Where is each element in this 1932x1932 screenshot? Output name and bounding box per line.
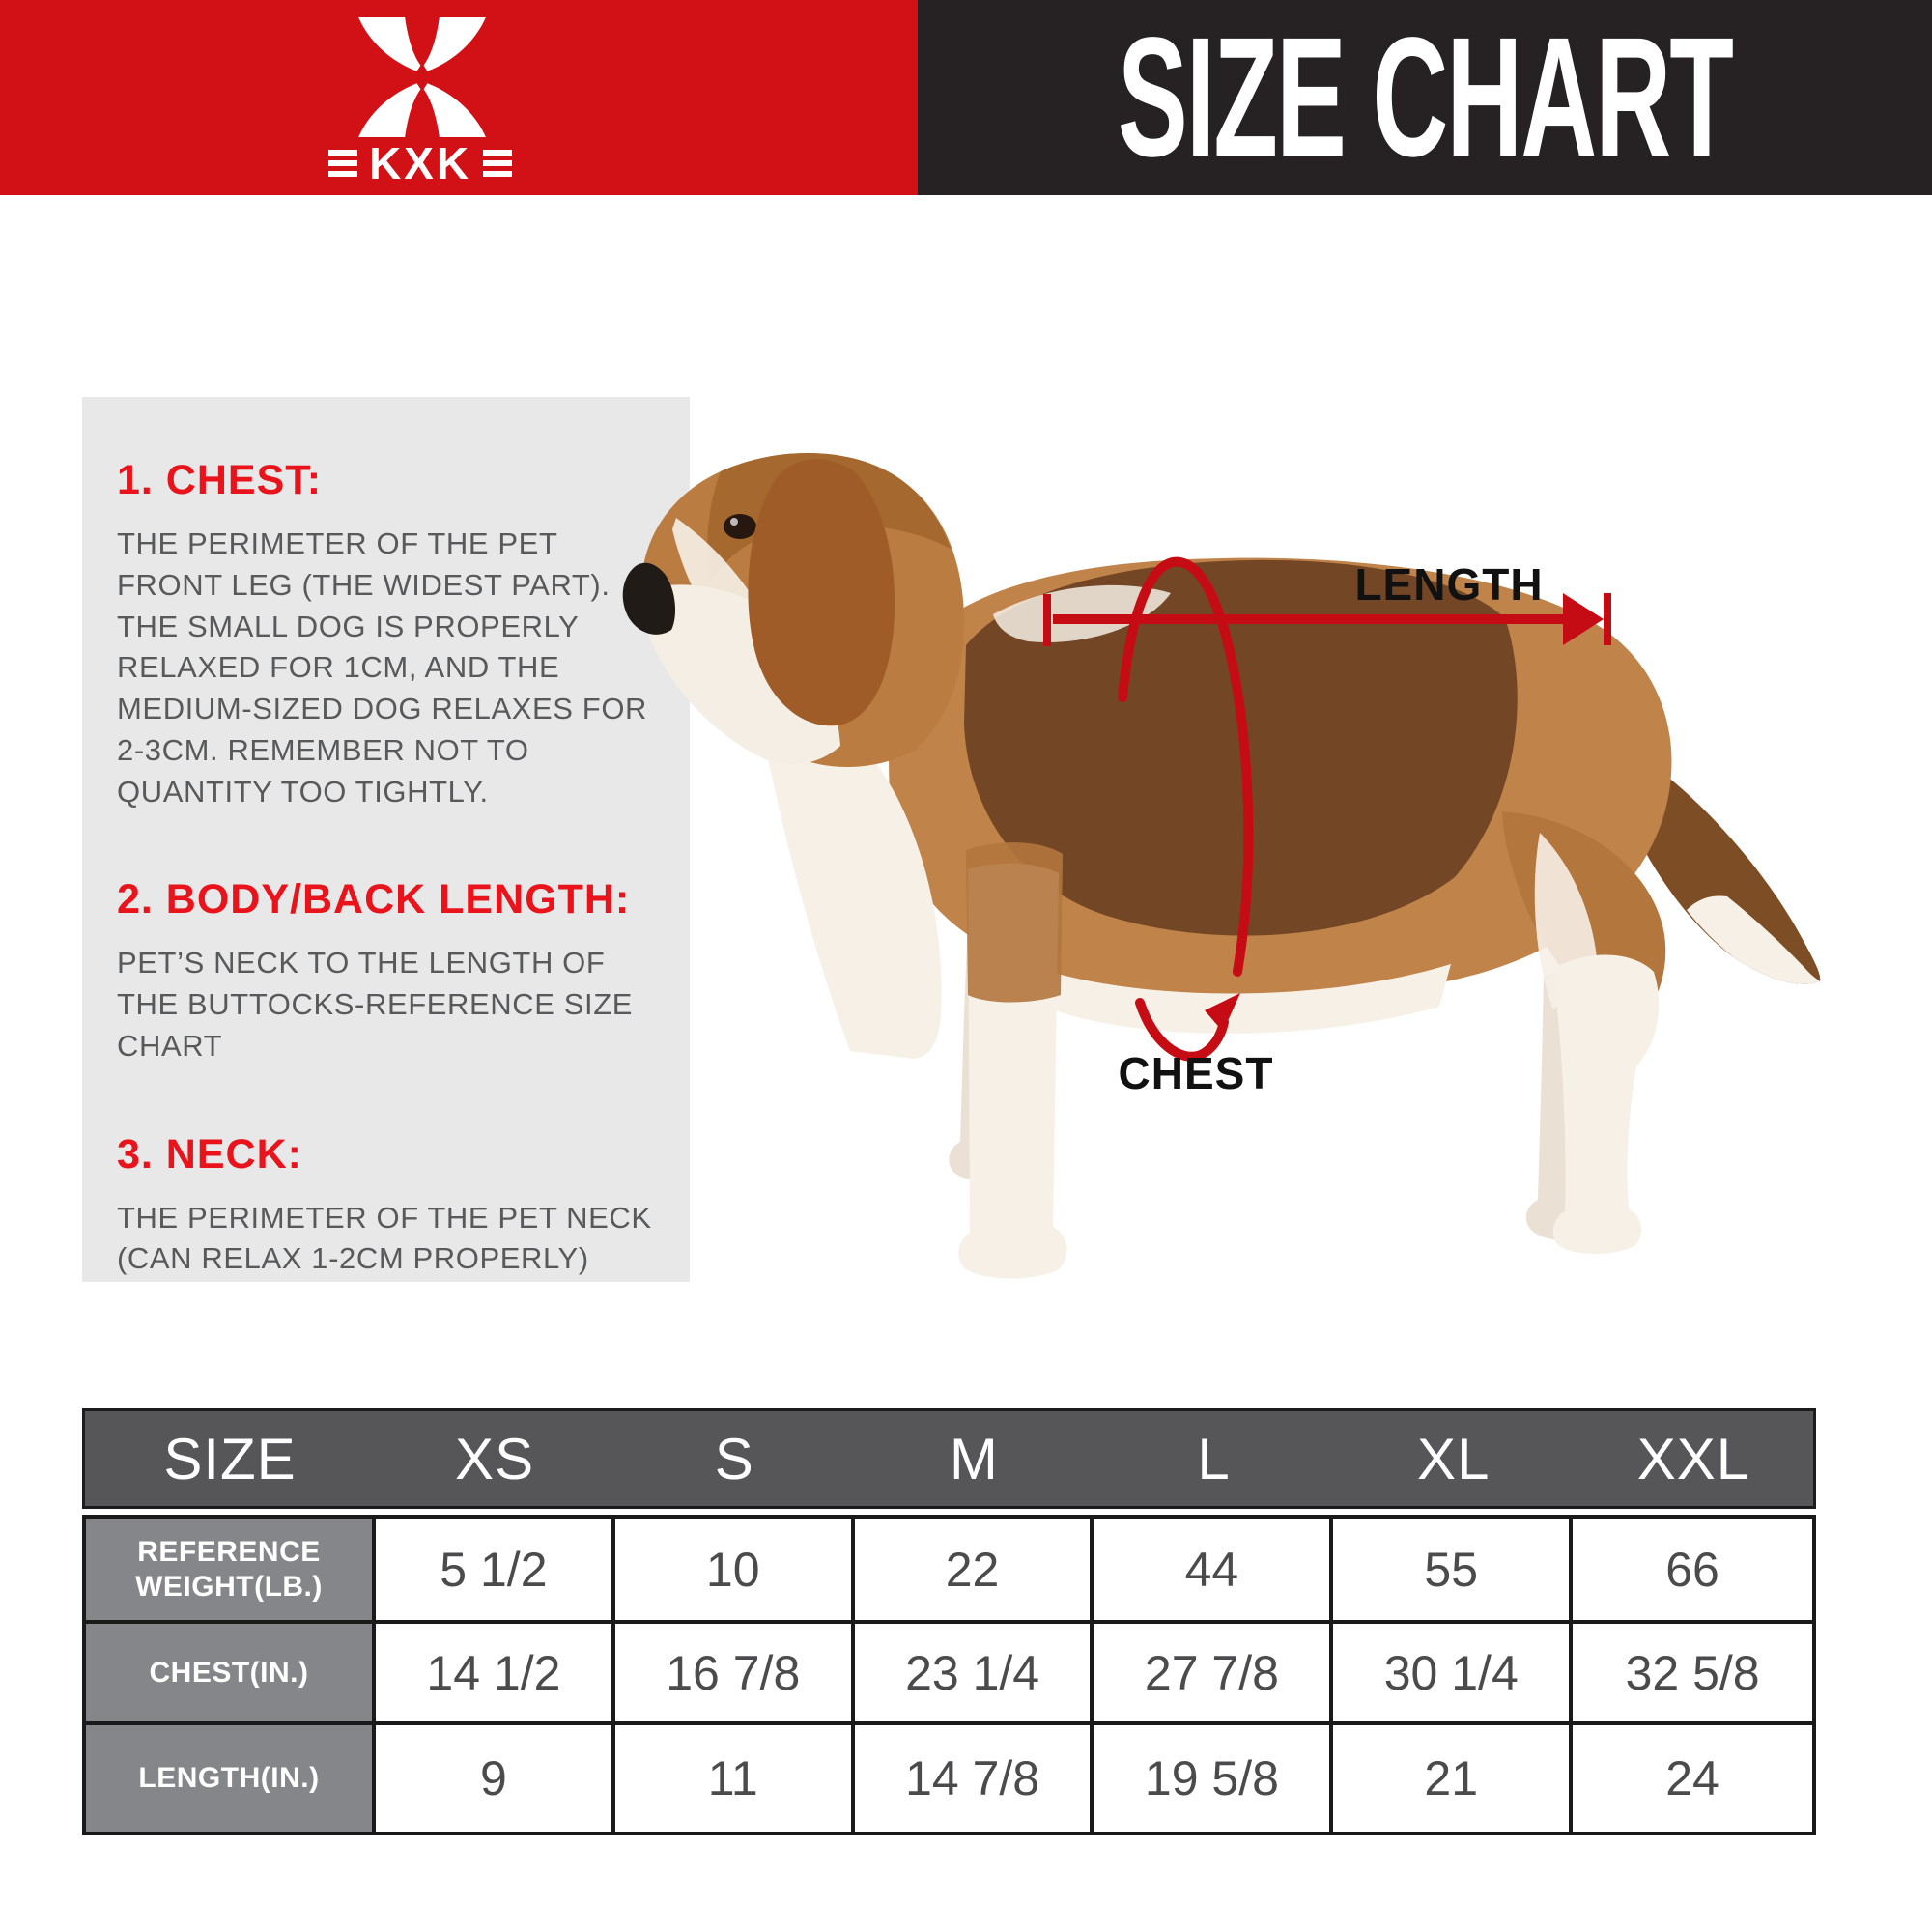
cell-length-xs: 9 bbox=[376, 1725, 615, 1832]
dog-rear-leg bbox=[1552, 954, 1660, 1255]
cell-chest-xxl: 32 5/8 bbox=[1573, 1624, 1812, 1725]
dog-front-leg bbox=[958, 842, 1067, 1279]
brand-name: KXK bbox=[368, 138, 472, 188]
column-header-xs: XS bbox=[455, 1426, 535, 1492]
dog-illustration bbox=[622, 453, 1821, 1279]
length-label: LENGTH bbox=[1354, 559, 1544, 610]
measuring-instructions-panel: 1. CHEST: THE PERIMETER OF THE PET FRONT… bbox=[82, 397, 690, 1282]
cell-chest-l: 27 7/8 bbox=[1094, 1624, 1334, 1725]
size-table-body: REFERENCE WEIGHT(LB.) 5 1/2 10 22 44 55 … bbox=[82, 1515, 1816, 1835]
cell-chest-m: 23 1/4 bbox=[854, 1624, 1094, 1725]
column-header-xl: XL bbox=[1417, 1426, 1491, 1492]
triple-bar-icon bbox=[483, 150, 513, 177]
dog-ear bbox=[748, 459, 895, 726]
section-body: THE PERIMETER OF THE PET NECK (CAN RELAX… bbox=[117, 1200, 652, 1276]
cell-weight-l: 44 bbox=[1094, 1519, 1334, 1624]
section-body: PET’S NECK TO THE LENGTH OF THE BUTTOCKS… bbox=[117, 946, 634, 1063]
title-band: SIZE CHART bbox=[918, 0, 1932, 195]
kxk-x-logo-icon bbox=[358, 17, 486, 137]
cell-length-l: 19 5/8 bbox=[1094, 1725, 1334, 1832]
dog-withers-patch bbox=[993, 584, 1171, 642]
instruction-section-neck: 3. NECK: THE PERIMETER OF THE PET NECK (… bbox=[117, 1131, 657, 1281]
cell-weight-s: 10 bbox=[614, 1519, 855, 1624]
instruction-section-body-length: 2. BODY/BACK LENGTH: PET’S NECK TO THE L… bbox=[117, 876, 657, 1066]
cell-length-xl: 21 bbox=[1333, 1725, 1574, 1832]
column-header-size: SIZE bbox=[163, 1426, 297, 1492]
dog-nose bbox=[622, 562, 676, 635]
column-header-m: M bbox=[949, 1426, 999, 1492]
dog-eye bbox=[724, 514, 756, 539]
cell-chest-xl: 30 1/4 bbox=[1333, 1624, 1574, 1725]
chest-label: CHEST bbox=[1118, 1048, 1274, 1098]
cell-length-m: 14 7/8 bbox=[855, 1725, 1094, 1832]
column-header-s: S bbox=[714, 1426, 754, 1492]
cell-chest-xs: 14 1/2 bbox=[376, 1624, 615, 1725]
instruction-section-chest: 1. CHEST: THE PERIMETER OF THE PET FRONT… bbox=[117, 457, 657, 812]
size-table-header-row: SIZE XS S M L XL XXL bbox=[82, 1408, 1816, 1509]
row-label-length: LENGTH(IN.) bbox=[86, 1725, 376, 1832]
page-title: SIZE CHART bbox=[1117, 3, 1734, 192]
section-heading: 3. NECK: bbox=[117, 1130, 302, 1178]
length-measure-arrow bbox=[1043, 593, 1611, 646]
column-header-xxl: XXL bbox=[1636, 1426, 1750, 1492]
cell-weight-xs: 5 1/2 bbox=[376, 1519, 615, 1624]
cell-weight-xxl: 66 bbox=[1573, 1519, 1812, 1624]
row-label-weight: REFERENCE WEIGHT(LB.) bbox=[86, 1519, 376, 1624]
brand-header-band: KXK bbox=[0, 0, 918, 195]
cell-length-s: 11 bbox=[615, 1725, 855, 1832]
cell-chest-s: 16 7/8 bbox=[614, 1624, 855, 1725]
brand-logotype: KXK bbox=[275, 141, 565, 185]
triple-bar-icon bbox=[327, 150, 357, 177]
cell-length-xxl: 24 bbox=[1665, 1751, 1719, 1805]
chest-measure-loop bbox=[1118, 556, 1254, 1062]
section-body: THE PERIMETER OF THE PET FRONT LEG (THE … bbox=[117, 526, 648, 809]
dog-head bbox=[622, 453, 965, 767]
size-table: SIZE XS S M L XL XXL REFERENCE WEIGHT(LB… bbox=[82, 1408, 1816, 1835]
column-header-l: L bbox=[1197, 1426, 1231, 1492]
section-heading: 2. BODY/BACK LENGTH: bbox=[117, 876, 631, 923]
section-heading: 1. CHEST: bbox=[117, 457, 323, 503]
row-label-chest: CHEST(IN.) bbox=[86, 1624, 376, 1725]
cell-weight-xl: 55 bbox=[1333, 1519, 1574, 1624]
cell-weight-m: 22 bbox=[854, 1519, 1094, 1624]
